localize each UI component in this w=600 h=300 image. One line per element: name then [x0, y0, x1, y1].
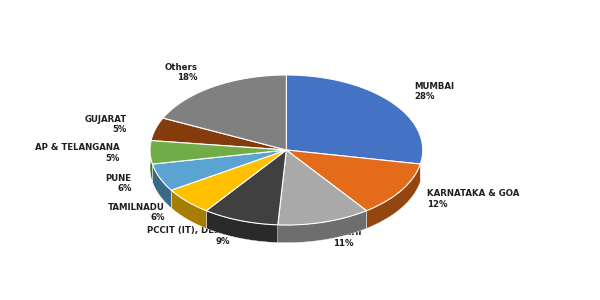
Polygon shape [206, 211, 278, 243]
Text: GUJARAT
5%: GUJARAT 5% [85, 115, 127, 134]
Polygon shape [171, 150, 286, 211]
Polygon shape [286, 150, 421, 211]
Polygon shape [151, 118, 286, 150]
Text: PUNE
6%: PUNE 6% [106, 174, 131, 194]
Text: KARNATAKA & GOA
12%: KARNATAKA & GOA 12% [427, 189, 519, 209]
Text: Others
18%: Others 18% [164, 63, 197, 83]
Polygon shape [152, 150, 286, 190]
Text: PCCIT (IT), DELHI
9%: PCCIT (IT), DELHI 9% [148, 226, 230, 246]
Polygon shape [163, 75, 286, 150]
Polygon shape [286, 75, 423, 164]
Polygon shape [150, 141, 152, 182]
Text: DELHI
11%: DELHI 11% [333, 228, 361, 248]
Text: AP & TELANGANA
5%: AP & TELANGANA 5% [35, 143, 120, 163]
Polygon shape [278, 150, 367, 225]
Polygon shape [150, 141, 286, 164]
Polygon shape [171, 190, 206, 228]
Polygon shape [367, 164, 421, 228]
Text: TAMILNADU
6%: TAMILNADU 6% [109, 203, 165, 222]
Polygon shape [278, 211, 367, 243]
Polygon shape [206, 150, 286, 225]
Text: MUMBAI
28%: MUMBAI 28% [415, 82, 455, 101]
Polygon shape [152, 164, 171, 208]
